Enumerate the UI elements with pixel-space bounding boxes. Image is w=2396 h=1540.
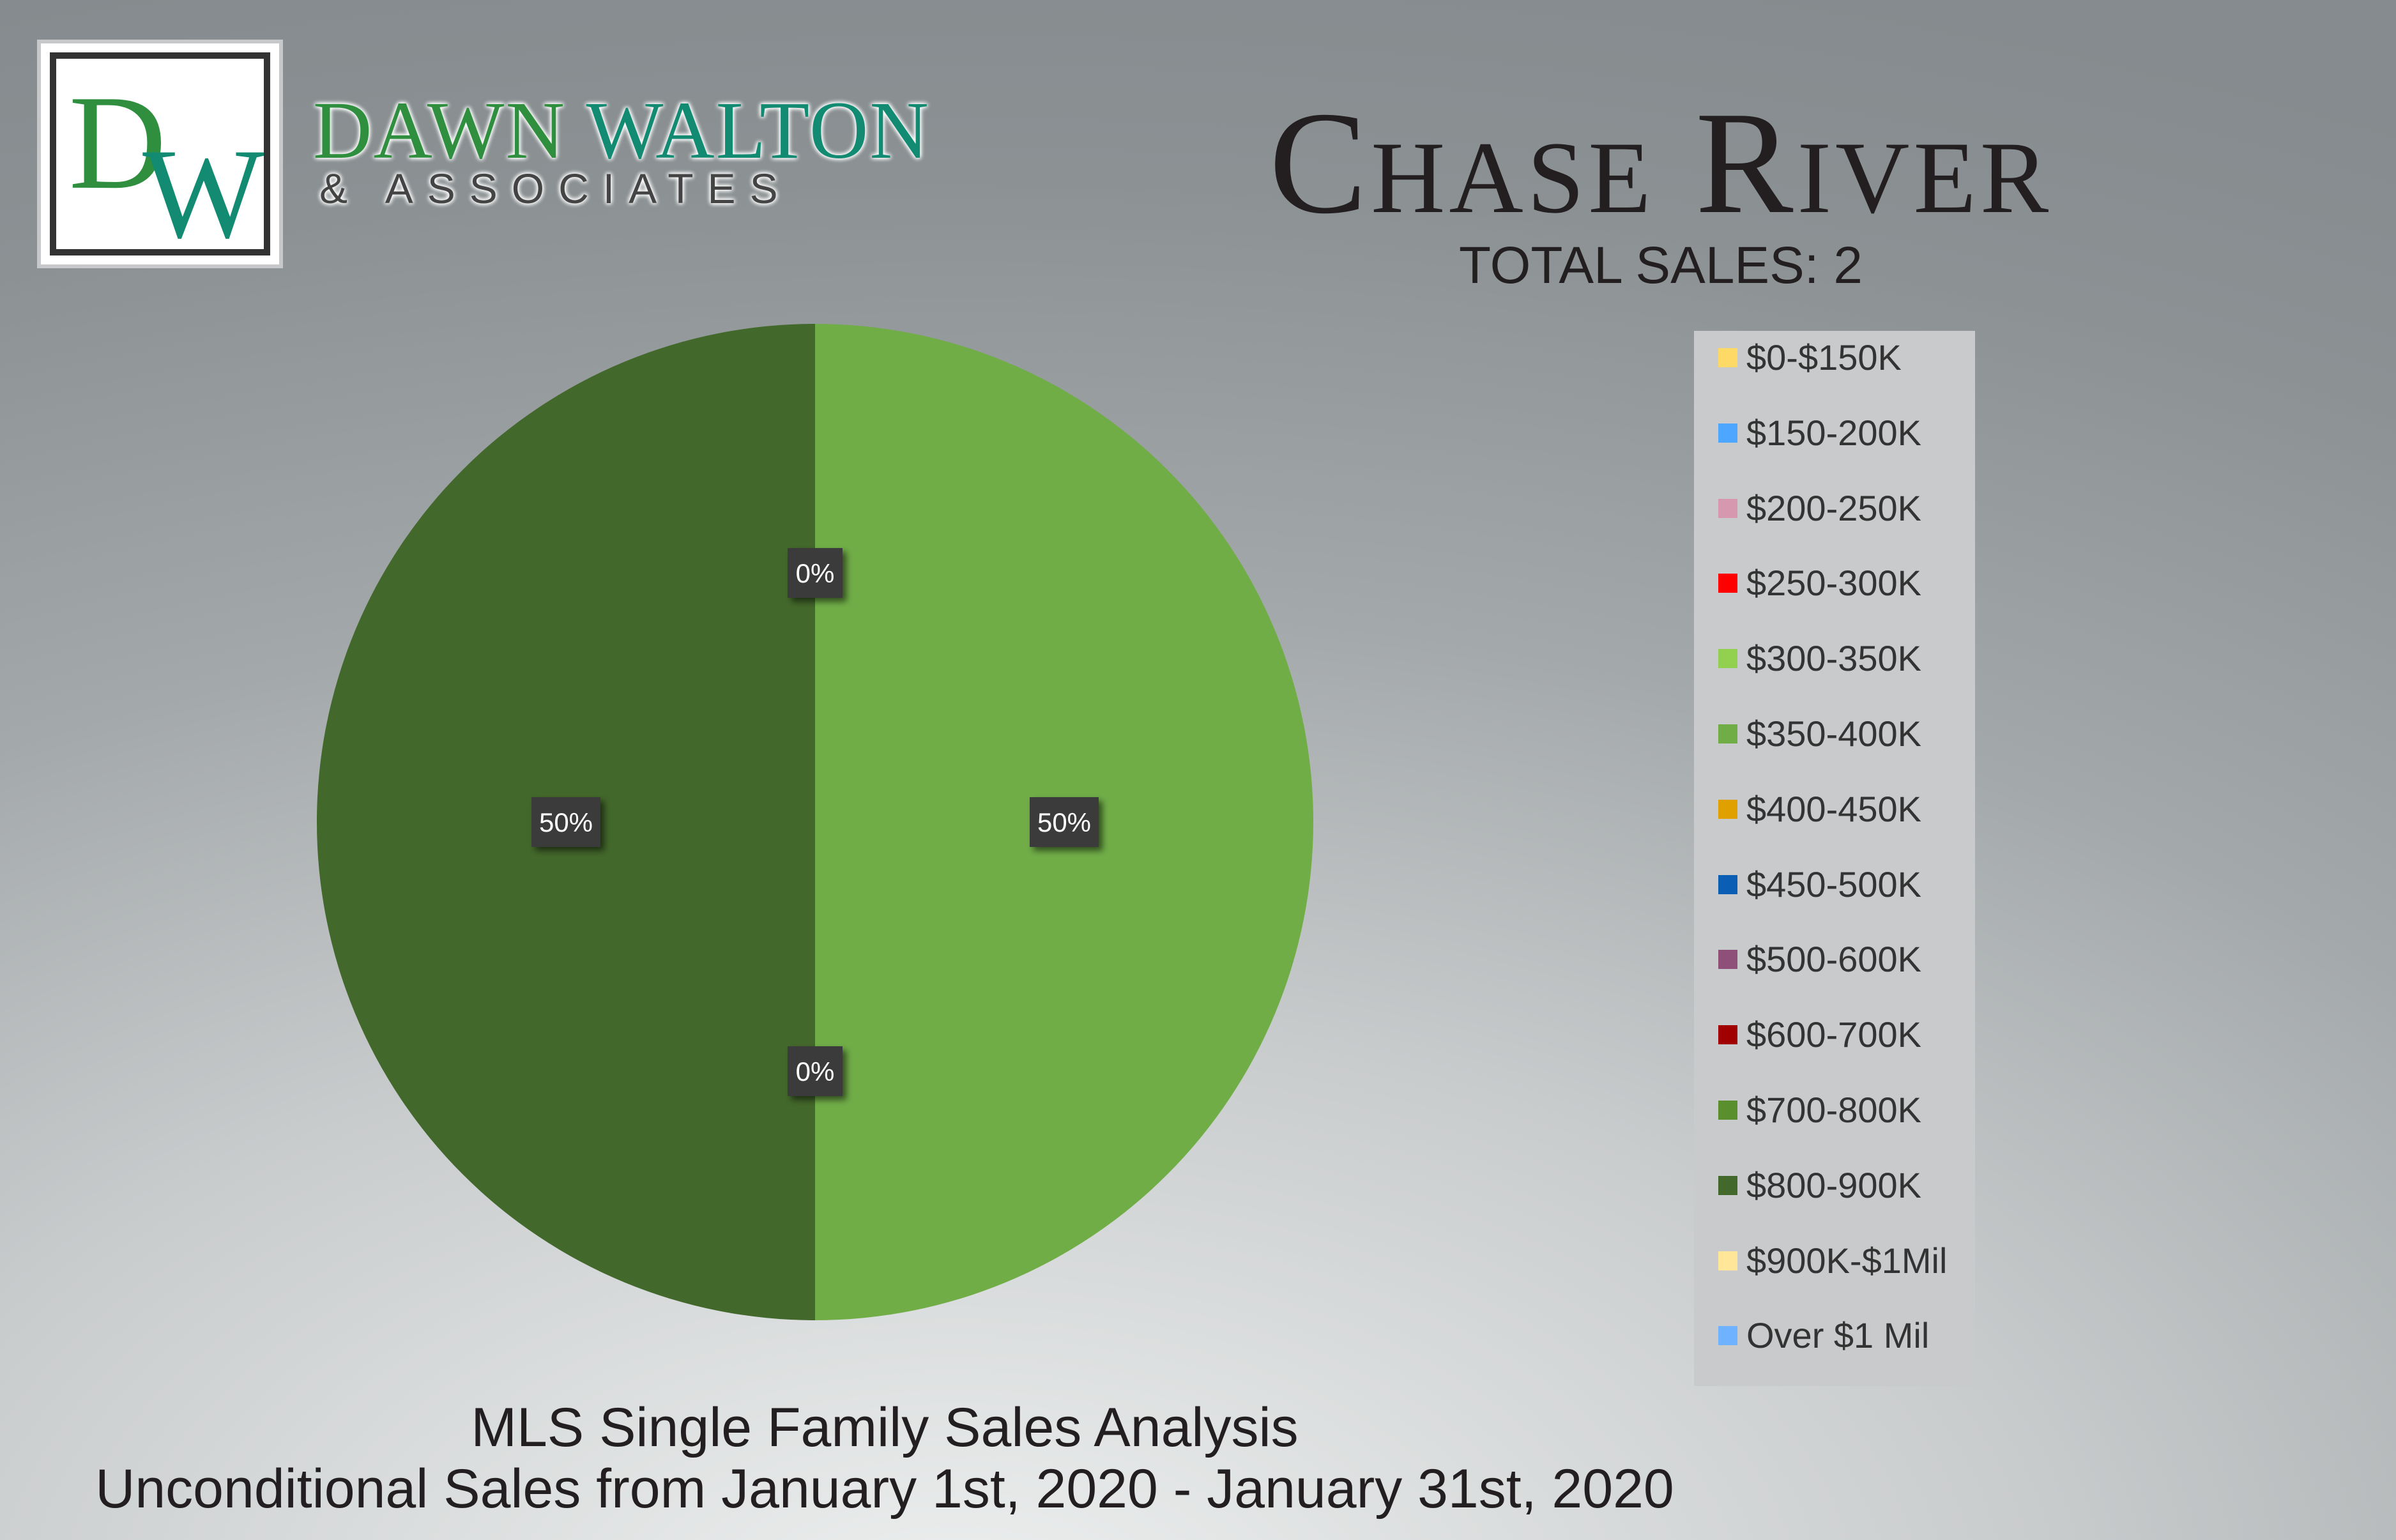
legend-swatch	[1718, 498, 1737, 518]
legend-swatch	[1718, 423, 1737, 443]
legend-swatch	[1718, 724, 1737, 743]
legend-item-150-200k: $150-200K	[1718, 411, 1921, 455]
legend-item-200-250k: $200-250K	[1718, 486, 1921, 531]
data-label-800-900k: 50%	[531, 797, 600, 847]
brand-name-first: DAWN	[313, 85, 566, 176]
footer-date-range: Unconditional Sales from January 1st, 20…	[95, 1458, 1674, 1520]
logo-letter-w: W	[142, 122, 264, 249]
legend-item-450-500k: $450-500K	[1718, 862, 1921, 907]
legend-label: $200-250K	[1746, 487, 1922, 528]
legend-label: Over $1 Mil	[1746, 1315, 1930, 1356]
legend-item-250-300k: $250-300K	[1718, 561, 1921, 606]
data-label-box	[1030, 797, 1099, 847]
legend-label: $600-700K	[1746, 1014, 1922, 1055]
legend-item-900k-1mil: $900K-$1Mil	[1718, 1239, 1947, 1283]
legend-item-500-600k: $500-600K	[1718, 937, 1921, 982]
data-label-text: 0%	[796, 558, 835, 588]
legend-swatch	[1718, 1251, 1737, 1270]
data-label-350-400k: 50%	[1030, 797, 1099, 847]
data-label-box	[788, 1046, 843, 1096]
legend-swatch	[1718, 799, 1737, 819]
legend-swatch	[1718, 874, 1737, 894]
legend-swatch	[1718, 649, 1737, 669]
legend-item-700-800k: $700-800K	[1718, 1088, 1921, 1132]
data-label-text: 50%	[539, 807, 593, 837]
legend-swatch	[1718, 348, 1737, 367]
legend-swatch	[1718, 1025, 1737, 1045]
data-label-box	[531, 797, 600, 847]
brand-name: DAWN WALTON	[313, 89, 930, 171]
legend-item-400-450k: $400-450K	[1718, 787, 1921, 832]
legend-item-0-150k: $0-$150K	[1718, 335, 1902, 380]
brand-name-last: WALTON	[586, 85, 930, 176]
legend-item-over-1-mil: Over $1 Mil	[1718, 1313, 1929, 1358]
footer-title: MLS Single Family Sales Analysis	[471, 1397, 1299, 1458]
data-label-text: 0%	[796, 1056, 835, 1086]
brand-subtitle: & ASSOCIATES	[319, 165, 792, 212]
data-label-700-800k: 0%	[788, 1046, 843, 1096]
legend-label: $500-600K	[1746, 939, 1922, 980]
legend-swatch	[1718, 950, 1737, 970]
legend-label: $450-500K	[1746, 864, 1922, 904]
legend-label: $350-400K	[1746, 713, 1922, 754]
total-sales: TOTAL SALES: 2	[1459, 236, 1863, 294]
legend-label: $700-800K	[1746, 1090, 1922, 1130]
legend-item-600-700k: $600-700K	[1718, 1012, 1921, 1057]
logo: D W	[37, 40, 283, 268]
logo-monogram: D W	[69, 68, 264, 249]
legend-item-350-400k: $350-400K	[1718, 712, 1921, 756]
legend-label: $0-$150K	[1746, 337, 1902, 377]
legend-item-300-350k: $300-350K	[1718, 636, 1921, 681]
logo-frame: D W	[50, 52, 270, 255]
data-label-box	[788, 548, 843, 598]
page-title: Chase River	[1269, 81, 2053, 244]
legend-label: $900K-$1Mil	[1746, 1240, 1948, 1281]
legend-label: $250-300K	[1746, 563, 1922, 604]
legend-label: $400-450K	[1746, 788, 1922, 829]
chart-legend: $0-$150K $150-200K $200-250K $250-300K $300-…	[1694, 331, 1975, 1386]
legend-label: $150-200K	[1746, 412, 1922, 453]
data-label-text: 50%	[1037, 807, 1091, 837]
legend-swatch	[1718, 1326, 1737, 1346]
legend-swatch	[1718, 1175, 1737, 1195]
legend-item-800-900k: $800-900K	[1718, 1163, 1921, 1208]
data-label-900k-1mil: 0%	[788, 548, 843, 598]
legend-swatch	[1718, 1101, 1737, 1120]
legend-swatch	[1718, 574, 1737, 593]
logo-letter-d: D	[69, 68, 167, 217]
legend-label: $800-900K	[1746, 1164, 1922, 1205]
legend-label: $300-350K	[1746, 638, 1922, 679]
